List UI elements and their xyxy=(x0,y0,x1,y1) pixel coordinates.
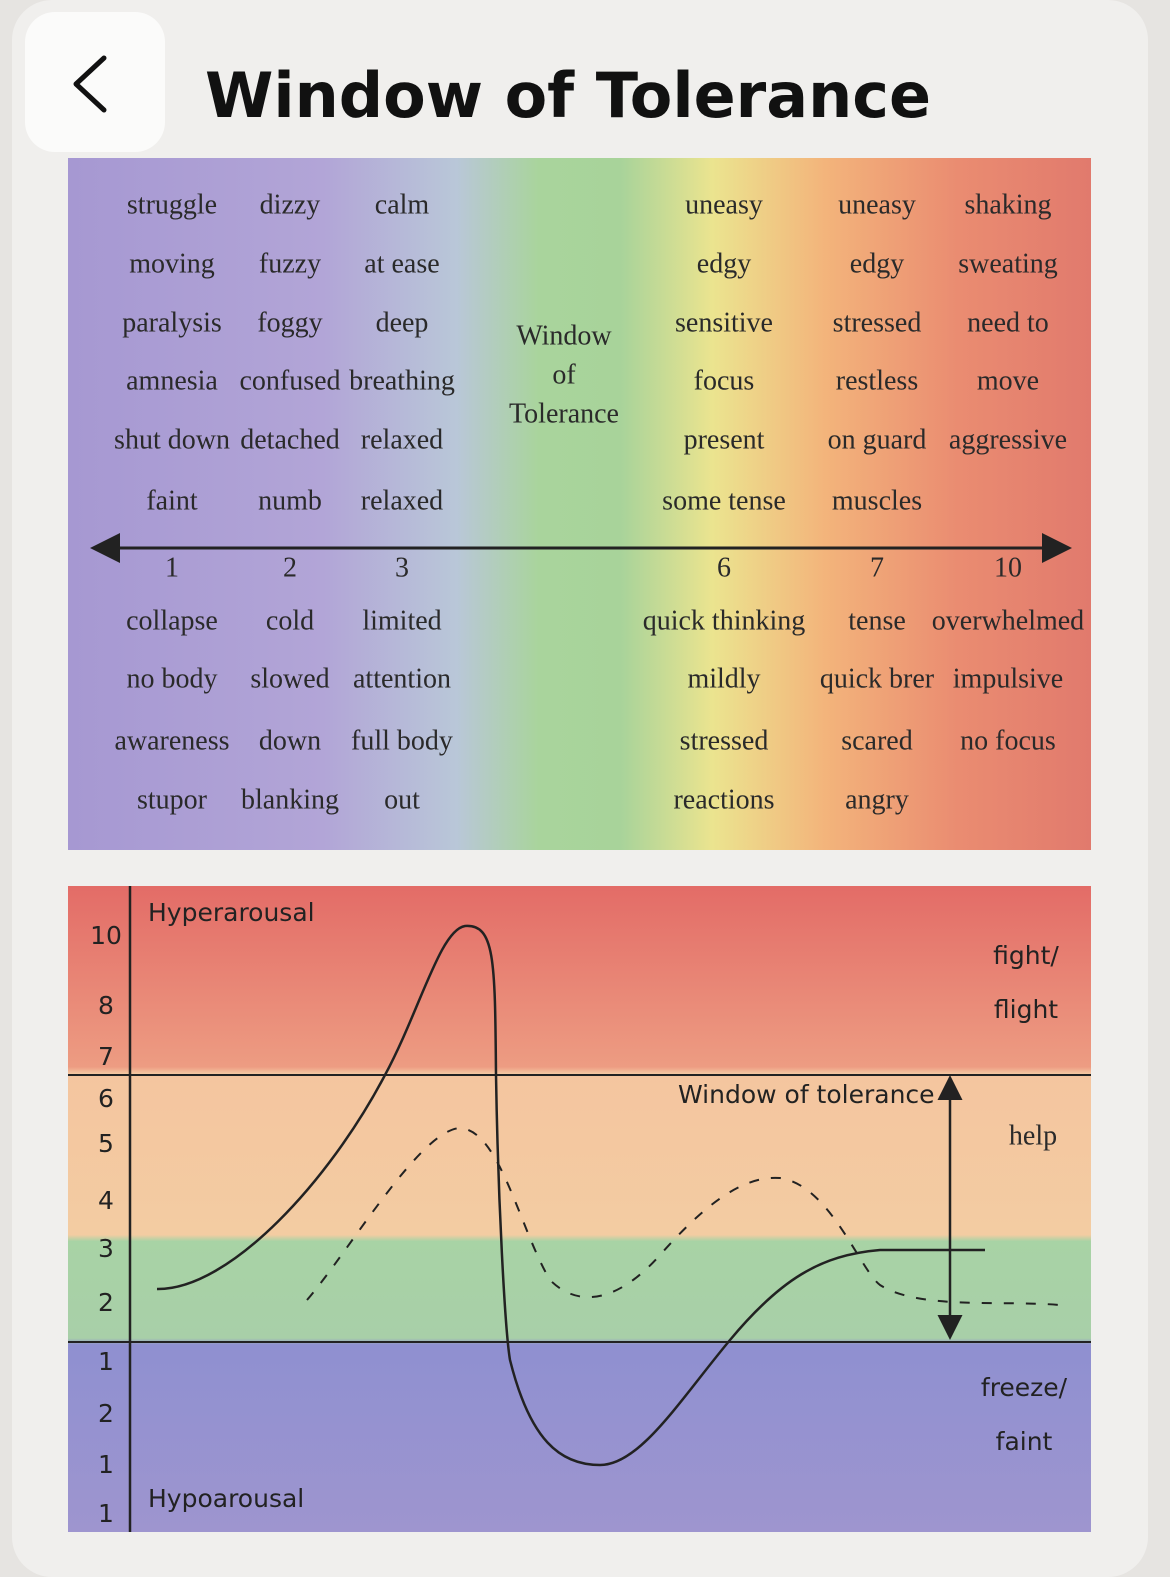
y-label: 4 xyxy=(98,1186,114,1215)
y-label: 10 xyxy=(90,921,122,950)
feeling-word: move xyxy=(977,365,1039,396)
feeling-word: full body xyxy=(351,725,453,756)
feeling-word: uneasy xyxy=(685,189,763,220)
zone-label: fight/ xyxy=(993,941,1059,970)
title: Window of Tolerance xyxy=(205,59,931,132)
feeling-word: faint xyxy=(146,485,198,516)
scale-number: 2 xyxy=(283,552,297,583)
y-label: 3 xyxy=(98,1234,114,1263)
feeling-word: sweating xyxy=(958,248,1058,279)
window-label: Window xyxy=(516,320,612,351)
feeling-word: calm xyxy=(375,189,430,220)
window-label: of xyxy=(552,359,576,390)
regulated-curve xyxy=(306,1126,1061,1306)
zone-label: freeze/ xyxy=(981,1373,1068,1402)
y-label: 7 xyxy=(98,1042,114,1071)
feeling-word: out xyxy=(384,784,420,815)
feeling-word: need to xyxy=(967,307,1049,338)
feeling-word: angry xyxy=(845,784,909,815)
zone-label: faint xyxy=(996,1427,1053,1456)
feeling-word: restless xyxy=(836,365,918,396)
y-label: 2 xyxy=(98,1399,114,1428)
feeling-word: foggy xyxy=(257,307,322,338)
feeling-word: blanking xyxy=(241,784,339,815)
feeling-word: no focus xyxy=(960,725,1056,756)
y-label: 8 xyxy=(98,991,114,1020)
feeling-word: some tense xyxy=(662,485,786,516)
feeling-word: deep xyxy=(376,307,429,338)
y-label: 6 xyxy=(98,1084,114,1113)
scale-number: 3 xyxy=(395,552,409,583)
feeling-word: stupor xyxy=(137,784,208,815)
y-label: 1 xyxy=(98,1347,114,1376)
feeling-word: mildly xyxy=(687,663,760,694)
hyperarousal-label: Hyperarousal xyxy=(148,898,315,927)
scale-number: 6 xyxy=(717,552,731,583)
feeling-word: moving xyxy=(129,248,215,279)
feeling-word: scared xyxy=(841,725,913,756)
feeling-word: slowed xyxy=(250,663,329,694)
feeling-word: awareness xyxy=(114,725,229,756)
feeling-word: no body xyxy=(127,663,218,694)
feeling-word: quick thinking xyxy=(643,605,806,636)
zone-label: help xyxy=(1009,1120,1057,1151)
feeling-word: confused xyxy=(239,365,340,396)
feeling-word: relaxed xyxy=(361,485,443,516)
feeling-word: on guard xyxy=(828,424,927,455)
feeling-word: struggle xyxy=(127,189,217,220)
window-label: Tolerance xyxy=(509,398,619,429)
feeling-word: focus xyxy=(694,365,755,396)
feeling-word: muscles xyxy=(832,485,922,516)
feeling-word: edgy xyxy=(850,248,904,279)
y-label: 1 xyxy=(98,1499,114,1528)
back-icon xyxy=(73,55,107,113)
feeling-word: overwhelmed xyxy=(932,605,1084,636)
feeling-word: limited xyxy=(362,605,441,636)
graph-panel xyxy=(68,886,1091,1532)
y-label: 5 xyxy=(98,1129,114,1158)
back-button[interactable] xyxy=(25,12,165,152)
arousal-curve xyxy=(156,924,985,1467)
zone-label: flight xyxy=(994,995,1058,1024)
feeling-word: present xyxy=(684,424,765,455)
feeling-word: uneasy xyxy=(838,189,916,220)
feeling-word: aggressive xyxy=(949,424,1067,455)
feeling-word: collapse xyxy=(126,605,218,636)
feeling-word: down xyxy=(259,725,321,756)
feeling-word: quick brer xyxy=(820,663,935,694)
feeling-word: fuzzy xyxy=(259,248,321,279)
hypoarousal-label: Hypoarousal xyxy=(148,1484,304,1513)
feeling-word: detached xyxy=(240,424,340,455)
window-label: Window of tolerance xyxy=(678,1080,935,1109)
feeling-word: at ease xyxy=(364,248,439,279)
feeling-word: paralysis xyxy=(122,307,222,338)
feeling-word: stressed xyxy=(680,725,769,756)
feeling-word: breathing xyxy=(349,365,455,396)
feeling-word: impulsive xyxy=(953,663,1063,694)
y-label: 2 xyxy=(98,1288,114,1317)
feeling-word: numb xyxy=(258,485,322,516)
feeling-word: sensitive xyxy=(675,307,773,338)
feeling-word: shaking xyxy=(964,189,1051,220)
feeling-word: stressed xyxy=(833,307,922,338)
feeling-word: tense xyxy=(848,605,906,636)
feeling-word: cold xyxy=(266,605,314,636)
scale-number: 7 xyxy=(870,552,884,583)
scale-panel xyxy=(68,158,1091,850)
scale-number: 10 xyxy=(994,552,1022,583)
feeling-word: dizzy xyxy=(260,189,321,220)
scale-number: 1 xyxy=(165,552,179,583)
feeling-word: shut down xyxy=(114,424,230,455)
feeling-word: reactions xyxy=(673,784,774,815)
feeling-word: attention xyxy=(353,663,451,694)
feeling-word: edgy xyxy=(697,248,751,279)
y-label: 1 xyxy=(98,1450,114,1479)
feeling-word: amnesia xyxy=(126,365,218,396)
feeling-word: relaxed xyxy=(361,424,443,455)
